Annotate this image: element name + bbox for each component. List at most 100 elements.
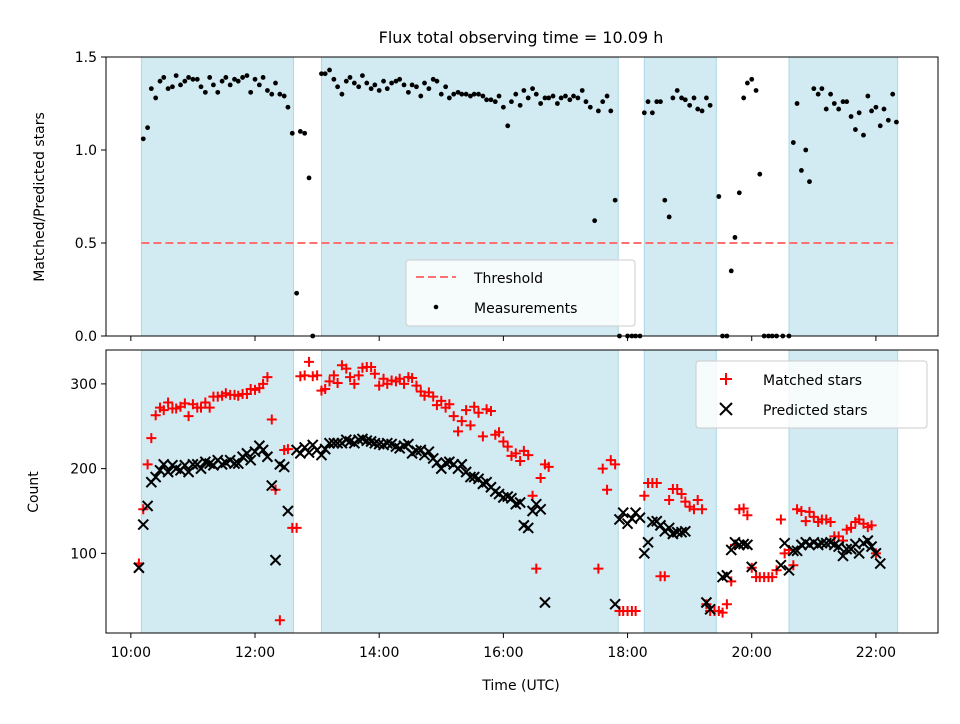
matched-star-point	[800, 516, 811, 527]
matched-star-point	[473, 407, 484, 418]
legend-matched-swatch	[720, 373, 732, 385]
measurement-point	[430, 76, 436, 82]
measurement-point	[360, 73, 365, 78]
measurement-point	[753, 88, 759, 93]
matched-star-point	[531, 563, 542, 574]
measurement-point	[716, 194, 722, 199]
x-tick-label: 22:00	[856, 645, 896, 661]
measurement-point	[695, 106, 701, 112]
measurement-point	[612, 197, 618, 203]
matched-star-point	[444, 399, 455, 410]
x-tick-label: 14:00	[359, 645, 399, 661]
measurement-point	[649, 110, 655, 116]
measurement-point	[533, 91, 539, 97]
matched-star-point	[399, 378, 410, 389]
measurement-point	[273, 80, 278, 86]
measurement-point	[554, 101, 560, 106]
measurement-point	[165, 86, 171, 92]
measurement-point	[223, 75, 229, 80]
measurement-point	[811, 86, 817, 92]
predicted-star-point	[787, 545, 800, 557]
top-axes-frame	[105, 56, 939, 337]
matched-star-point	[697, 504, 708, 515]
predicted-star-point	[423, 445, 435, 458]
measurement-point	[463, 91, 469, 97]
predicted-star-point	[617, 506, 629, 519]
measurement-point	[815, 91, 821, 97]
matched-star-point	[593, 563, 604, 574]
matched-star-point	[717, 607, 728, 618]
predicted-star-point	[783, 564, 795, 577]
measurement-point	[173, 73, 179, 78]
measurement-point	[335, 84, 340, 90]
matched-star-point	[282, 444, 293, 455]
matched-star-point	[597, 463, 608, 474]
matched-star-point	[163, 397, 174, 408]
measurement-point	[381, 78, 386, 84]
measurement-point	[513, 91, 519, 97]
measurement-point	[595, 108, 601, 114]
predicted-star-point	[721, 569, 733, 582]
matched-star-point	[742, 510, 753, 521]
matched-star-point	[469, 401, 480, 412]
measurement-point	[248, 89, 254, 95]
measurement-point	[401, 82, 407, 88]
measurement-point	[521, 88, 527, 93]
measurement-point	[434, 78, 440, 84]
measurement-point	[405, 89, 411, 95]
measurement-point	[670, 95, 676, 101]
measurement-point	[459, 91, 465, 97]
measurement-point	[865, 93, 871, 99]
predicted-star-point	[361, 434, 373, 447]
matched-star-point	[738, 503, 749, 514]
measurement-point	[546, 95, 552, 101]
measurement-point	[170, 84, 175, 90]
legend-threshold-label: Threshold	[473, 271, 543, 287]
predicted-star-point	[319, 443, 331, 455]
top-y-tick-label: 1.5	[75, 50, 97, 66]
measurement-point	[853, 127, 858, 132]
bottom-y-axis: 100 200 300	[70, 377, 106, 562]
measurement-point	[302, 130, 308, 136]
measurement-point	[881, 106, 887, 112]
matched-star-point	[291, 522, 302, 533]
matched-star-point	[171, 403, 182, 414]
predicted-star-point	[187, 458, 199, 471]
matched-star-point	[792, 504, 803, 515]
measurement-point	[691, 95, 697, 101]
bottom-y-tick-label: 200	[70, 462, 97, 478]
matched-star-point	[721, 599, 732, 610]
predicted-star-point	[853, 547, 865, 560]
x-tick-label: 10:00	[111, 645, 151, 661]
measurement-point	[319, 71, 324, 77]
predicted-star-point	[791, 545, 803, 557]
matched-star-point	[142, 459, 153, 470]
predicted-star-point	[303, 446, 315, 459]
measurement-point	[471, 91, 477, 97]
bottom-y-tick-label: 300	[70, 377, 97, 393]
measurement-point	[885, 117, 891, 123]
matched-star-point	[220, 388, 231, 399]
measurement-point	[790, 140, 796, 145]
chart-title: Flux total observing time = 10.09 h	[379, 28, 664, 47]
measurement-point	[211, 82, 216, 88]
measurement-point	[339, 91, 345, 97]
measurement-point	[567, 97, 573, 103]
predicted-stars-points	[133, 433, 886, 615]
measurement-point	[828, 91, 833, 97]
matched-star-point	[535, 472, 546, 483]
matched-star-point	[204, 402, 215, 413]
predicted-star-point	[737, 538, 750, 550]
predicted-star-point	[613, 513, 626, 526]
matched-star-point	[481, 404, 492, 415]
matched-star-point	[320, 383, 331, 394]
measurement-point	[674, 88, 680, 93]
measurement-point	[538, 101, 544, 106]
measurement-point	[207, 75, 213, 80]
top-x-axis-ticks	[130, 336, 877, 341]
measurement-point	[542, 95, 548, 101]
measurement-point	[182, 78, 188, 84]
measurement-point	[277, 91, 283, 97]
x-tick-label: 20:00	[732, 645, 772, 661]
